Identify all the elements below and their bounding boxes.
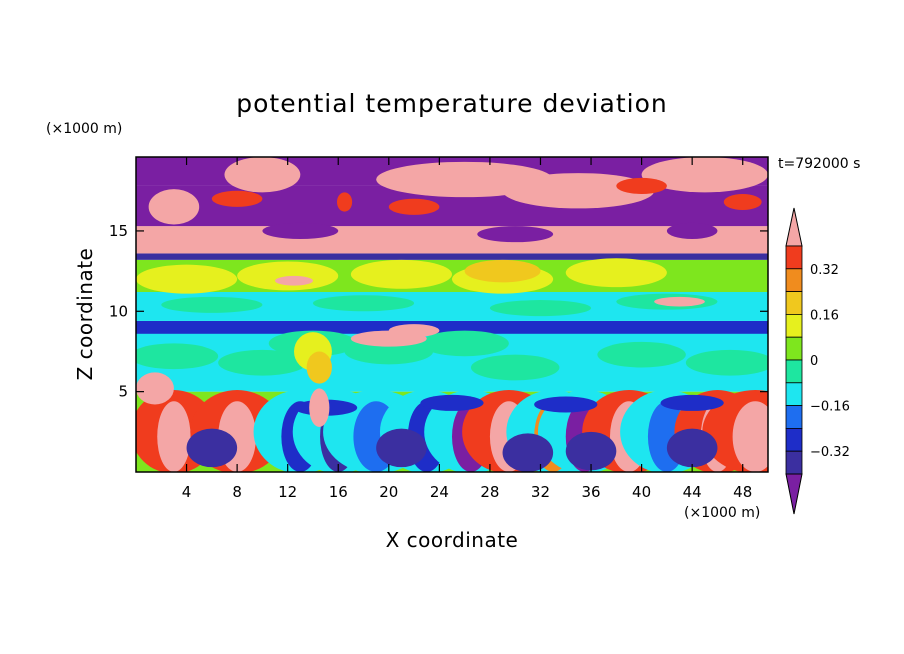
field-pink-blob bbox=[224, 157, 301, 193]
field-cell bbox=[306, 351, 332, 384]
field-cell bbox=[660, 394, 724, 411]
y-unit-label: (×1000 m) bbox=[46, 121, 122, 137]
field-cell bbox=[376, 428, 427, 468]
field-dark-band bbox=[136, 320, 768, 334]
colorbar-bin bbox=[785, 359, 803, 384]
y-tick-label: 10 bbox=[109, 302, 128, 320]
x-tick-label: 36 bbox=[581, 483, 600, 501]
field-indigo-band bbox=[136, 253, 768, 260]
field-cell bbox=[565, 258, 667, 288]
y-axis: 5 10 15 bbox=[109, 222, 768, 401]
colorbar-extend-min bbox=[785, 473, 803, 515]
field-cell bbox=[502, 433, 554, 472]
colorbar-bin bbox=[785, 245, 803, 270]
field-cell bbox=[218, 349, 307, 376]
field-cell bbox=[597, 341, 686, 368]
x-tick-label: 4 bbox=[182, 483, 192, 501]
field-cell bbox=[161, 296, 263, 313]
contour-field bbox=[136, 157, 768, 472]
y-tick-label: 5 bbox=[118, 383, 128, 401]
x-tick-label: 28 bbox=[480, 483, 499, 501]
colorbar-bin bbox=[785, 268, 803, 292]
x-tick-label: 32 bbox=[531, 483, 550, 501]
field-cell bbox=[136, 343, 219, 370]
field-plume bbox=[136, 372, 174, 405]
colorbar-bin bbox=[785, 427, 803, 452]
field-cell bbox=[388, 198, 440, 215]
field-cell bbox=[470, 354, 560, 381]
colorbar-label: 0 bbox=[810, 354, 818, 369]
field-pink-layer bbox=[136, 226, 768, 254]
field-pink-blob bbox=[502, 173, 655, 209]
x-tick-label: 20 bbox=[379, 483, 398, 501]
field-cell bbox=[336, 192, 353, 212]
colorbar-extend-max bbox=[785, 207, 803, 247]
field-cell bbox=[420, 330, 509, 357]
colorbar-bin bbox=[785, 405, 803, 429]
field-cell bbox=[262, 222, 339, 239]
colorbar-bin bbox=[785, 313, 803, 338]
colorbar: 0.32 0.16 0 −0.16 −0.32 bbox=[785, 207, 850, 515]
field-cell bbox=[136, 264, 238, 294]
x-tick-label: 40 bbox=[632, 483, 651, 501]
field-cell bbox=[211, 190, 263, 207]
colorbar-label: 0.16 bbox=[810, 308, 839, 323]
plot-frame bbox=[135, 156, 769, 473]
colorbar-bin bbox=[785, 336, 803, 361]
x-axis: 4 8 12 16 20 24 28 32 36 40 44 48 bbox=[182, 157, 752, 501]
field-cell bbox=[685, 349, 768, 376]
x-tick-label: 24 bbox=[430, 483, 449, 501]
field-plume bbox=[732, 401, 768, 472]
field-cell bbox=[350, 259, 452, 289]
colorbar-bin bbox=[785, 291, 803, 315]
field-cell bbox=[666, 428, 718, 468]
x-tick-label: 16 bbox=[329, 483, 348, 501]
field-pink-blob bbox=[148, 189, 200, 225]
field-cell bbox=[312, 295, 415, 312]
time-label: t=792000 s bbox=[778, 156, 860, 172]
field-pink-streak bbox=[388, 324, 440, 338]
colorbar-label: −0.32 bbox=[810, 445, 850, 460]
colorbar-bin bbox=[785, 450, 803, 475]
x-axis-title: X coordinate bbox=[386, 528, 519, 552]
field-cell bbox=[477, 226, 554, 243]
field-cell bbox=[489, 300, 592, 317]
x-unit-label: (×1000 m) bbox=[684, 505, 760, 521]
x-tick-label: 48 bbox=[733, 483, 752, 501]
field-cell bbox=[723, 193, 762, 211]
chart-title: potential temperature deviation bbox=[236, 89, 667, 118]
field-pink-streak bbox=[275, 275, 313, 286]
field-cell bbox=[420, 394, 484, 411]
field-cell bbox=[565, 431, 617, 471]
field-plume bbox=[309, 388, 330, 428]
x-tick-label: 44 bbox=[683, 483, 702, 501]
field-cell bbox=[237, 261, 339, 291]
field-cell bbox=[186, 428, 238, 468]
colorbar-label: 0.32 bbox=[810, 263, 839, 278]
x-tick-label: 8 bbox=[232, 483, 242, 501]
x-tick-label: 12 bbox=[278, 483, 297, 501]
colorbar-bin bbox=[785, 382, 803, 406]
field-plume bbox=[157, 401, 191, 472]
field-cell bbox=[666, 222, 718, 239]
y-tick-label: 15 bbox=[109, 222, 128, 240]
field-pink-blob bbox=[641, 157, 768, 193]
field-pink-streak bbox=[654, 296, 705, 307]
field-cell bbox=[534, 396, 598, 413]
field-cell bbox=[616, 177, 667, 194]
y-axis-title: Z coordinate bbox=[73, 248, 97, 381]
field-cell bbox=[464, 259, 541, 283]
colorbar-label: −0.16 bbox=[810, 400, 850, 415]
